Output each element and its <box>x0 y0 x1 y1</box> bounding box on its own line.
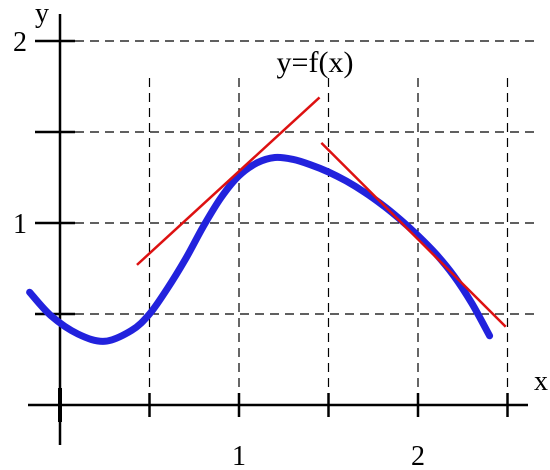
tangent-line <box>320 142 507 328</box>
tangent-line <box>136 96 321 266</box>
chart-title: y=f(x) <box>277 46 354 79</box>
grid-lines <box>60 40 535 405</box>
tick-labels: 1 2 1 2 <box>13 27 425 470</box>
x-tick-label: 1 <box>232 441 246 470</box>
axes <box>28 14 528 445</box>
y-tick-label: 1 <box>13 209 27 240</box>
function-curve <box>26 153 494 345</box>
tick-marks <box>35 39 509 417</box>
x-tick-label: 2 <box>411 441 425 470</box>
y-tick-label: 2 <box>13 27 27 58</box>
tangent-lines <box>136 96 507 328</box>
x-axis-label: x <box>534 366 548 397</box>
y-axis-label: y <box>35 0 49 29</box>
